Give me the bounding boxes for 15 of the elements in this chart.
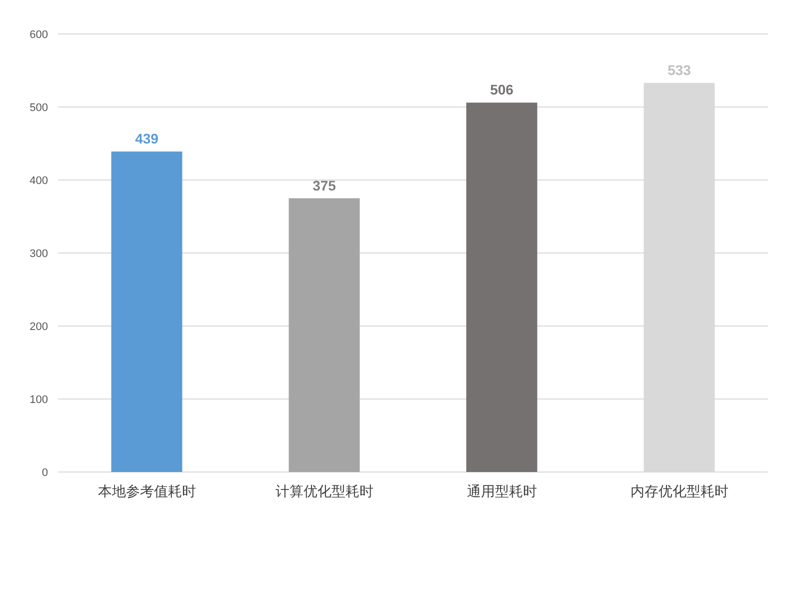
data-label: 533 bbox=[668, 62, 692, 78]
y-tick-label: 100 bbox=[30, 394, 48, 406]
x-tick-label: 本地参考值耗时 bbox=[98, 483, 196, 499]
y-tick-label: 0 bbox=[42, 467, 48, 479]
x-tick-label: 通用型耗时 bbox=[466, 483, 537, 499]
data-label: 506 bbox=[490, 82, 514, 98]
y-tick-label: 400 bbox=[30, 175, 48, 187]
data-label: 439 bbox=[135, 130, 159, 147]
x-tick-label: 内存优化型耗时 bbox=[630, 483, 728, 499]
y-tick-label: 200 bbox=[30, 321, 48, 333]
data-label: 375 bbox=[312, 177, 336, 194]
y-tick-label: 500 bbox=[30, 102, 48, 114]
y-tick-label: 600 bbox=[30, 29, 48, 41]
x-tick-label: 计算优化型耗时 bbox=[275, 483, 374, 499]
y-tick-label: 300 bbox=[30, 248, 48, 260]
